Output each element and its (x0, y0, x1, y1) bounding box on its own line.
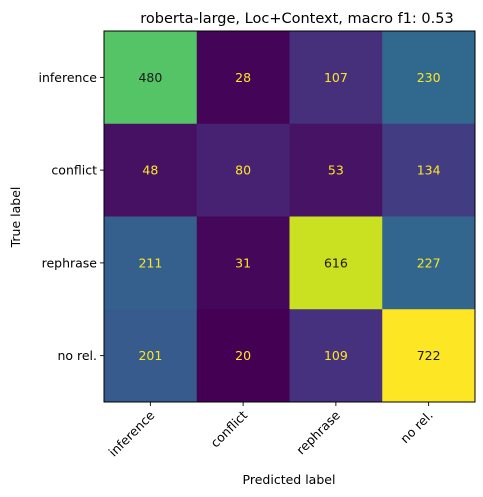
x-tick-label: rephrase (293, 407, 343, 457)
y-axis-label: True label (8, 187, 23, 249)
x-tick-label: conflict (207, 407, 250, 450)
x-axis-label: Predicted label (243, 472, 336, 487)
heatmap-cell (382, 216, 476, 310)
cell-value-label: 211 (138, 255, 162, 270)
heatmap-cell (382, 123, 476, 217)
heatmap-cell (289, 31, 383, 125)
heatmap-cell (382, 309, 476, 403)
cell-value-label: 230 (417, 70, 441, 85)
cell-value-label: 480 (138, 70, 162, 85)
heatmap-cell (382, 31, 476, 125)
y-tick-label: no rel. (57, 348, 97, 363)
x-tick-label: no rel. (397, 408, 436, 447)
x-tick-label: inference (106, 407, 158, 459)
y-axis-ticks: inference conflict rephrase no rel. (38, 70, 104, 363)
cell-value-label: 48 (142, 163, 158, 178)
cell-value-label: 227 (417, 255, 441, 270)
cell-value-label: 53 (328, 163, 344, 178)
y-tick-label: conflict (51, 163, 97, 178)
cell-value-label: 109 (324, 348, 348, 363)
chart-title: roberta-large, Loc+Context, macro f1: 0.… (140, 11, 453, 27)
cell-value-labels: 480 28 107 230 48 80 53 134 211 31 616 227 201 20 109 7… (138, 70, 440, 363)
heatmap-cell (196, 123, 290, 217)
heatmap-cell (104, 123, 198, 217)
heatmap-cell (196, 309, 290, 403)
cell-value-label: 107 (324, 70, 348, 85)
heatmap-cell (196, 31, 290, 125)
cell-value-label: 616 (324, 255, 348, 270)
heatmap-cell (289, 216, 383, 310)
heatmap-cell (104, 309, 198, 403)
heatmap-cell (104, 216, 198, 310)
cell-value-label: 201 (138, 348, 162, 363)
cell-value-label: 31 (235, 255, 251, 270)
cell-value-label: 80 (235, 163, 251, 178)
y-tick-label: inference (38, 70, 97, 85)
heatmap-cell (196, 216, 290, 310)
plot-frame (103, 30, 476, 403)
cell-value-label: 28 (235, 70, 251, 85)
cell-value-label: 20 (235, 348, 251, 363)
heatmap-cell (289, 123, 383, 217)
y-tick-label: rephrase (42, 255, 98, 270)
x-axis-ticks: inference conflict rephrase no rel. (106, 402, 436, 460)
heatmap-cell (289, 309, 383, 403)
cell-value-label: 722 (417, 348, 441, 363)
cell-value-label: 134 (417, 163, 441, 178)
heatmap-cell (104, 31, 198, 125)
heatmap-cells (104, 31, 476, 403)
